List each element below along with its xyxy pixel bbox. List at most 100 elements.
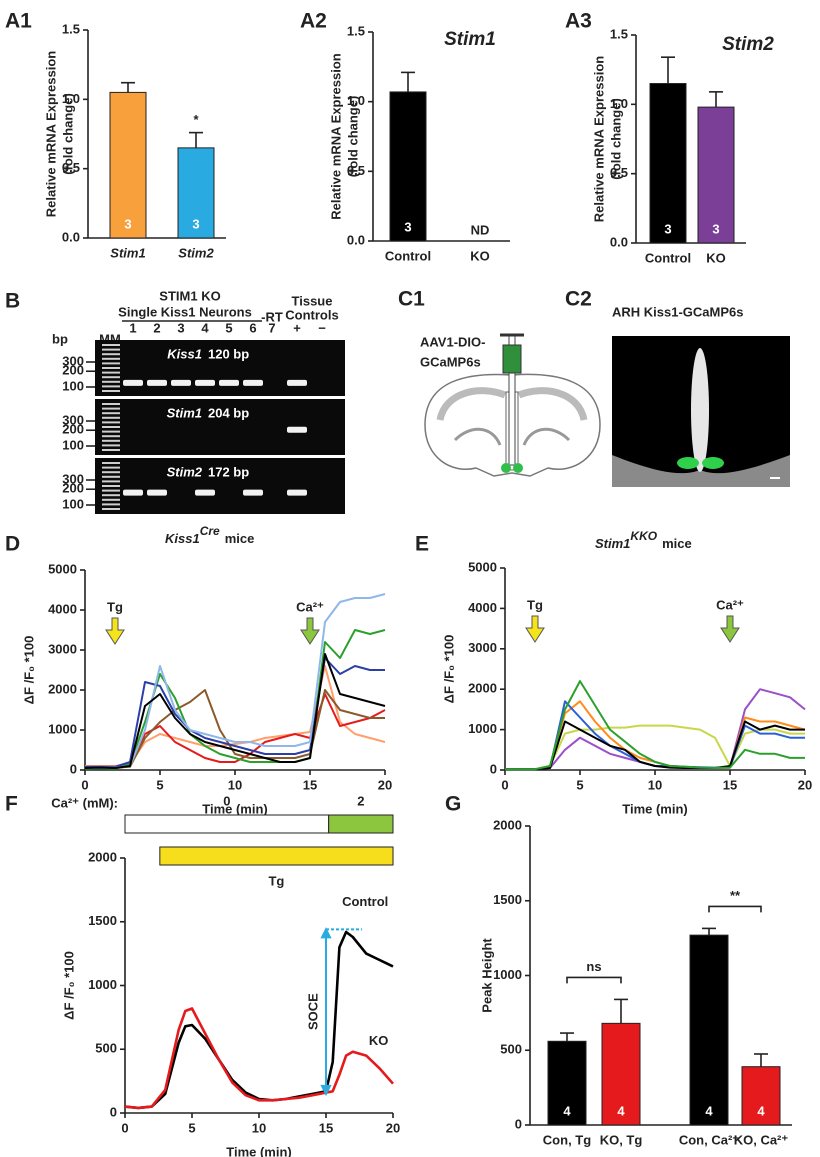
nd-label: ND xyxy=(471,222,490,237)
y-tick-label: 4000 xyxy=(468,600,497,615)
x-tick-label: 10 xyxy=(648,777,662,792)
y-axis-label: (fold change) xyxy=(608,98,623,180)
gel-band xyxy=(287,489,307,496)
ladder-rung xyxy=(102,503,120,506)
y-tick-label: 1.0 xyxy=(347,93,365,108)
size-label: 172 bp xyxy=(208,464,249,479)
gel-header: Single Kiss1 Neurons xyxy=(118,304,252,319)
y-tick-label: 2000 xyxy=(493,817,522,832)
gel-band xyxy=(195,489,215,496)
x-tick-label: 15 xyxy=(723,777,737,792)
y-tick-label: 1000 xyxy=(468,721,497,736)
ca-step-label: 2 xyxy=(357,793,364,808)
ladder-rung xyxy=(102,353,120,356)
title-rest: mice xyxy=(225,531,255,546)
y-tick-label: 0.5 xyxy=(610,165,628,180)
ladder-rung xyxy=(102,439,120,442)
trace xyxy=(84,653,386,769)
soce-label: SOCE xyxy=(305,993,320,1030)
ladder-rung xyxy=(102,412,120,415)
y-tick-label: 1.0 xyxy=(610,96,628,111)
ladder-rung xyxy=(102,385,120,388)
x-tick-label: Stim1 xyxy=(110,245,145,260)
bp-tick-label: 300 xyxy=(62,412,84,427)
gene-label: Stim2 xyxy=(167,464,203,479)
x-tick-label: 0 xyxy=(501,777,508,792)
gel-band xyxy=(243,379,263,386)
ladder-rung xyxy=(102,348,120,351)
y-tick-label: 500 xyxy=(500,1042,522,1057)
ladder-rung xyxy=(102,357,120,360)
ladder-rung xyxy=(102,435,120,438)
event-label: Ca²⁺ xyxy=(296,599,324,614)
lane-label: 3 xyxy=(177,320,184,335)
n-label: 4 xyxy=(757,1103,765,1118)
series-label: Control xyxy=(342,894,388,909)
y-axis-label: Relative mRNA Expression xyxy=(328,53,343,219)
gel-band xyxy=(147,489,167,496)
x-tick-label: 15 xyxy=(319,1120,333,1135)
event-arrow xyxy=(300,617,320,645)
chart-title: Stim2 xyxy=(722,34,774,55)
panel-label: E xyxy=(415,533,429,556)
bp-tick-label: 200 xyxy=(62,363,84,378)
trace xyxy=(124,1007,394,1110)
gel-band xyxy=(123,379,143,386)
ladder-rung xyxy=(102,426,120,428)
gel-band xyxy=(171,379,191,386)
y-tick-label: 0.5 xyxy=(347,163,365,178)
ladder-rung xyxy=(102,494,120,497)
tg-bar xyxy=(159,846,394,866)
gel-band xyxy=(219,379,239,386)
gel-band xyxy=(147,379,167,386)
bp-label: bp xyxy=(52,331,68,346)
series-label: KO xyxy=(369,1033,389,1048)
event-label: Tg xyxy=(107,599,123,614)
y-tick-label: 1.5 xyxy=(62,21,80,36)
bracket xyxy=(708,905,762,913)
ladder-rung xyxy=(102,344,120,346)
bp-tick-label: 100 xyxy=(62,437,84,452)
gel-image xyxy=(95,458,345,514)
brain-schematic: C1 AAV1-DIO- GCaMP6s xyxy=(398,288,601,477)
gene-label: Kiss1 xyxy=(167,346,202,361)
ladder-rung xyxy=(102,421,120,424)
trace xyxy=(85,657,385,768)
trace xyxy=(124,930,394,1110)
lane-label: + xyxy=(293,320,301,335)
n-label: 4 xyxy=(617,1103,625,1118)
ladder-rung xyxy=(102,403,120,405)
y-tick-label: 0.5 xyxy=(62,160,80,175)
gel-band xyxy=(243,489,263,496)
size-label: 204 bp xyxy=(208,405,249,420)
y-tick-label: 5000 xyxy=(48,561,77,576)
ladder-rung xyxy=(102,471,120,474)
gel-band xyxy=(287,379,307,386)
gel-band xyxy=(123,489,143,496)
y-tick-label: 0.0 xyxy=(347,232,365,247)
y-axis-label: (fold change) xyxy=(60,93,75,175)
chart-title: Stim1KKO mice xyxy=(595,529,692,551)
panel-label: B xyxy=(5,290,20,313)
panel-label: A3 xyxy=(565,10,592,33)
y-tick-label: 1000 xyxy=(88,977,117,992)
bp-tick-label: 200 xyxy=(62,481,84,496)
bar xyxy=(389,91,427,242)
y-tick-label: 0 xyxy=(490,761,497,776)
tissue-label: Tissue xyxy=(292,293,333,308)
panel-label: G xyxy=(445,793,461,816)
ladder-rung xyxy=(102,444,120,447)
title-rest: mice xyxy=(662,536,692,551)
n-label: 3 xyxy=(192,216,199,231)
gene-label: Stim1 xyxy=(167,405,202,420)
panel-label: D xyxy=(5,533,20,556)
ladder-rung xyxy=(102,380,120,383)
trace xyxy=(85,593,386,769)
x-tick-label: KO, Ca²⁺ xyxy=(734,1132,789,1147)
lane-label: − xyxy=(318,320,326,335)
event-arrow xyxy=(105,617,125,645)
y-tick-label: 0 xyxy=(70,761,77,776)
chart-title: Stim1 xyxy=(444,29,496,50)
trace xyxy=(505,680,805,771)
gel-band xyxy=(287,426,307,433)
